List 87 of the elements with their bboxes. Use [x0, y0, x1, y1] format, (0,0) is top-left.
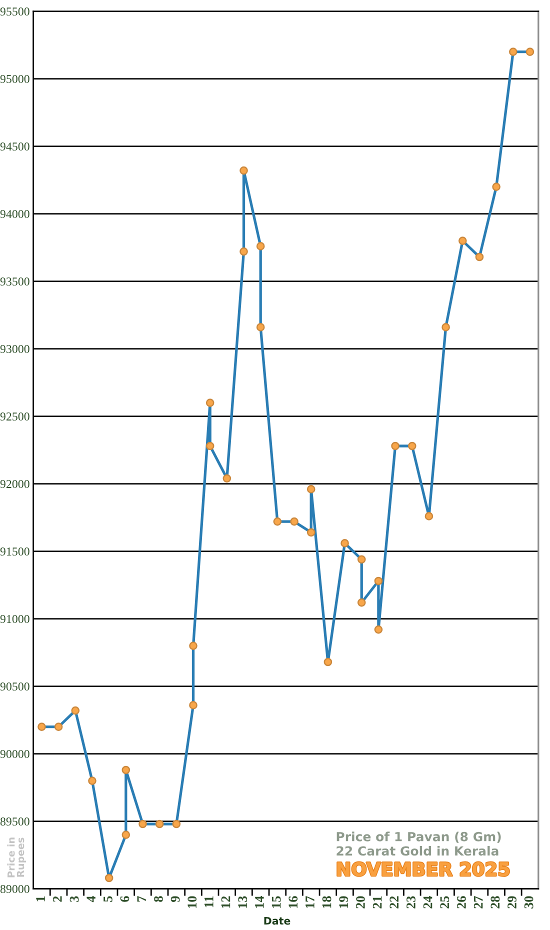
x-tick-label: 11	[204, 896, 214, 908]
point	[122, 766, 130, 774]
point	[88, 776, 96, 785]
x-tick-label: 15	[272, 896, 281, 908]
y-tick-label: 90000	[0, 750, 30, 758]
x-tick-label: 23	[406, 896, 416, 908]
x-tick-label: 17	[306, 896, 314, 908]
x-tick-label: 25	[440, 896, 450, 908]
point	[273, 517, 282, 526]
y-tick-label: 94500	[0, 142, 30, 151]
y-tick-label: 95500	[0, 8, 30, 16]
x-tick-label: 13	[238, 896, 248, 908]
point	[306, 485, 316, 494]
y-tick-label: 89000	[0, 885, 30, 894]
x-tick-label: 24	[423, 896, 432, 908]
point	[391, 442, 400, 450]
x-tick-label: 20	[356, 896, 365, 908]
point	[256, 323, 265, 332]
text: Price of 1 Pavan (8 Gm)	[336, 832, 501, 843]
y-tick-label: 91000	[0, 615, 30, 624]
x-tick-label: 16	[288, 896, 298, 908]
point	[206, 398, 214, 407]
point	[475, 252, 484, 262]
point	[458, 236, 467, 245]
point	[424, 512, 434, 520]
point	[508, 48, 518, 56]
point	[172, 820, 181, 828]
point	[104, 874, 114, 882]
point	[357, 555, 366, 564]
x-tick-label: 6	[120, 896, 130, 902]
x-tick-label: 8	[154, 896, 163, 902]
x-tick-label: 21	[372, 896, 382, 908]
point	[374, 576, 383, 586]
point	[526, 48, 534, 56]
point	[71, 706, 80, 715]
point	[54, 722, 63, 731]
y-tick-label: 93500	[0, 278, 30, 286]
x-tick-label: 22	[390, 896, 398, 908]
point	[189, 701, 198, 710]
y-tick-label: 90500	[0, 682, 30, 691]
point	[340, 539, 349, 548]
point	[189, 642, 198, 650]
point	[122, 830, 130, 839]
text: 22 Carat Gold in Kerala	[336, 846, 498, 856]
x-tick-label: 12	[221, 896, 230, 908]
x-tick-label: 18	[322, 896, 332, 908]
annotation: NOVEMBER 2025	[337, 862, 510, 876]
point	[492, 182, 500, 191]
point	[306, 528, 316, 537]
point	[155, 820, 164, 828]
y-tick-label: 89500	[0, 818, 30, 826]
x-tick-label: 14	[255, 896, 264, 908]
point	[38, 722, 46, 731]
x-tick-label: 28	[490, 896, 500, 908]
x-tick-label: 19	[339, 896, 348, 908]
y-tick-label: 93000	[0, 345, 30, 354]
x-tick-label: 27	[474, 896, 483, 908]
point	[290, 517, 298, 526]
x-tick-label: 26	[457, 896, 466, 908]
point	[240, 247, 248, 256]
x-axis-title: Date	[264, 917, 290, 925]
y-tick-label: 91500	[0, 548, 30, 556]
y-tick-label: 92000	[0, 480, 30, 488]
y-tick-label: 92500	[0, 412, 30, 421]
x-tick-label: 5	[104, 896, 112, 902]
x-tick-label: 30	[524, 896, 534, 908]
x-tick-label: 9	[170, 896, 180, 902]
point	[324, 658, 332, 666]
point	[357, 598, 366, 607]
point	[408, 442, 416, 450]
point	[240, 166, 248, 175]
point	[222, 474, 232, 483]
y-axis-title: Price in Rupees	[7, 838, 26, 878]
y-tick-label: 94000	[0, 210, 30, 218]
x-tick-label: 2	[52, 896, 62, 902]
x-tick-label: 1	[36, 896, 45, 902]
point	[374, 625, 383, 634]
x-tick-label: 3	[70, 896, 79, 902]
point	[442, 323, 450, 332]
x-tick-label: 4	[86, 896, 96, 902]
x-tick-label: 10	[188, 896, 197, 908]
y-tick-label: 95000	[0, 75, 30, 84]
point	[256, 242, 265, 250]
point	[138, 820, 147, 828]
point	[206, 442, 214, 450]
x-tick-label: 7	[137, 896, 146, 902]
x-tick-label: 29	[508, 896, 516, 908]
